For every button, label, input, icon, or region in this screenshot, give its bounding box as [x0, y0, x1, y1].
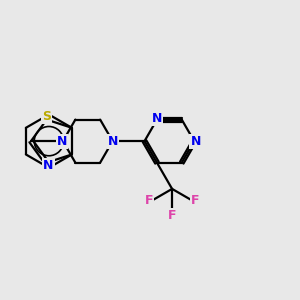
Text: F: F — [168, 209, 176, 222]
Text: N: N — [108, 135, 119, 148]
Text: S: S — [42, 110, 51, 123]
Text: N: N — [190, 135, 201, 148]
Text: N: N — [57, 135, 68, 148]
Text: N: N — [152, 112, 162, 125]
Text: N: N — [43, 159, 54, 172]
Text: F: F — [191, 194, 199, 207]
Text: F: F — [145, 194, 153, 207]
